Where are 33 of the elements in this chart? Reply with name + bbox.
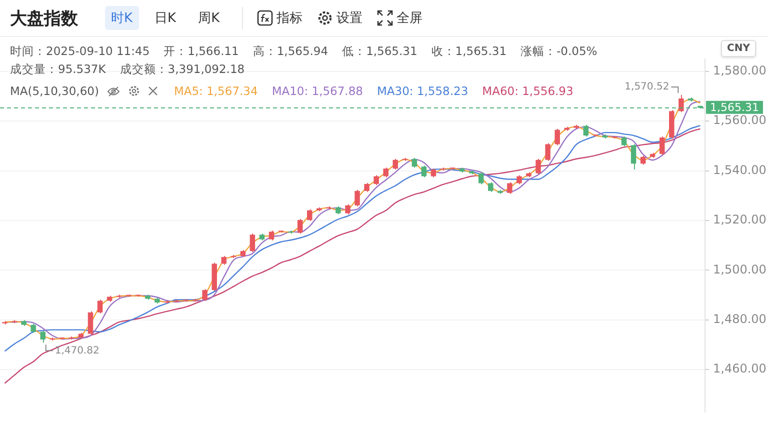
y-tick-label: 1,500.00 xyxy=(713,262,766,276)
text: 时K xyxy=(105,6,139,30)
text: 收：1,565.31 xyxy=(431,44,507,59)
y-tick-label: 1,580.00 xyxy=(713,64,766,78)
text: 设置 xyxy=(336,10,363,27)
text: MA5: 1,567.34 xyxy=(174,84,258,98)
ref-line-label: 1,565.31 xyxy=(710,100,759,114)
y-axis-title: CNY xyxy=(721,40,756,57)
y-tick-label: 1,460.00 xyxy=(713,362,766,376)
y-tick-label: 1,560.00 xyxy=(713,113,766,128)
annotation: 1,470.82 xyxy=(54,345,100,356)
text: 全屏 xyxy=(396,10,423,27)
text: MA60: 1,556.93 xyxy=(482,84,574,98)
text: MA10: 1,567.88 xyxy=(272,84,363,98)
y-tick-label: 1,480.00 xyxy=(713,312,766,326)
text: 低：1,565.31 xyxy=(342,44,418,59)
text: 开：1,566.11 xyxy=(164,44,239,59)
annotation: 成交量：95.537K xyxy=(10,62,106,77)
text: 指标 xyxy=(276,10,303,27)
annotation: 成交额：3,391,092.18 xyxy=(120,62,245,77)
y-tick-label: 1,540.00 xyxy=(713,162,766,177)
text: 时间：2025-09-10 11:45 xyxy=(10,44,150,59)
candlestick xyxy=(21,320,26,326)
chart-title: 大盘指数 xyxy=(10,8,79,30)
text: MA30: 1,558.23 xyxy=(376,84,468,98)
annotation: 1,570.52 xyxy=(624,82,670,93)
text: 高：1,565.94 xyxy=(252,44,328,59)
y-tick-label: 1,520.00 xyxy=(713,212,766,227)
text: 日K xyxy=(154,10,178,28)
annotation: MA(5,10,30,60) xyxy=(10,84,99,98)
text: 周K xyxy=(197,10,221,28)
candlestick xyxy=(2,320,8,325)
text: 涨幅：-0.05% xyxy=(520,44,598,59)
